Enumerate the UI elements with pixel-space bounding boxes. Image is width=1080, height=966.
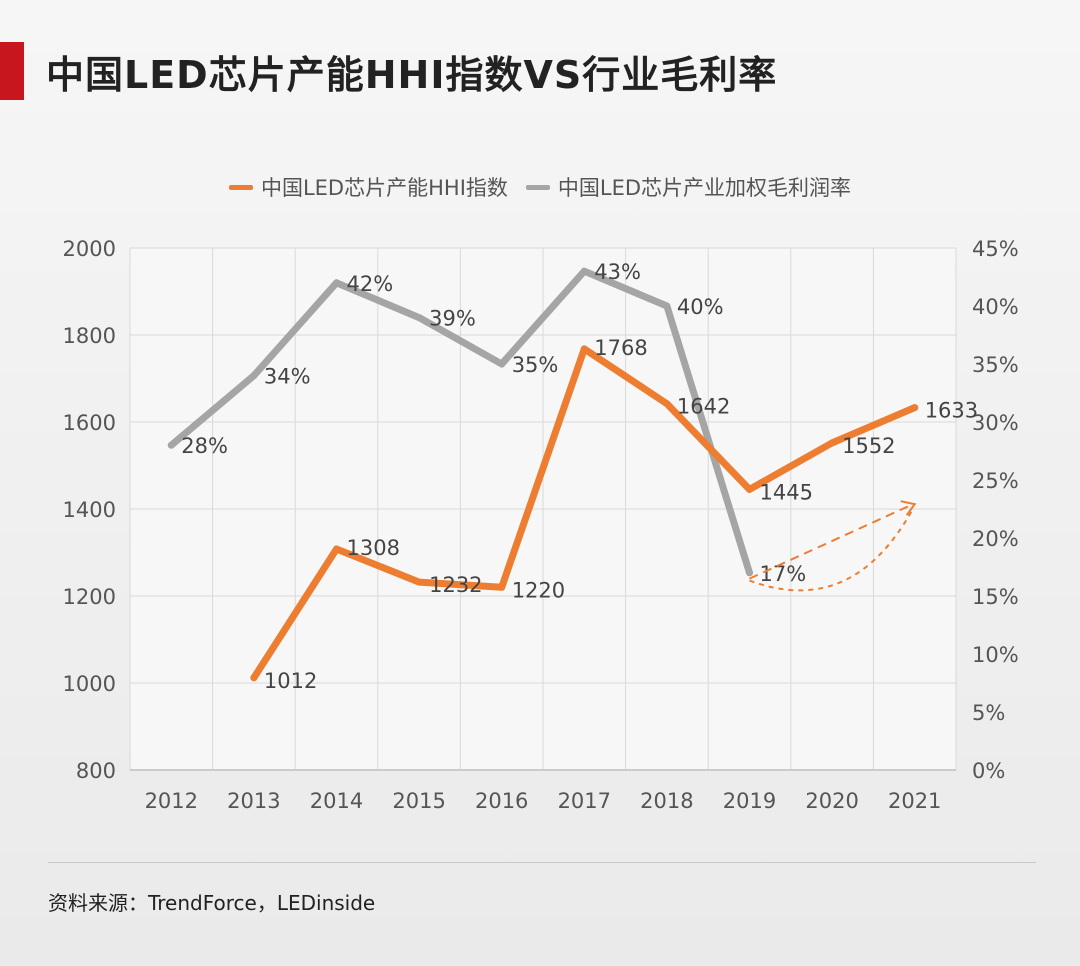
data-point-hhi xyxy=(746,485,753,493)
y-right-tick-label: 5% xyxy=(972,701,1005,725)
legend-label-hhi: 中国LED芯片产能HHI指数 xyxy=(260,176,508,200)
x-tick-label: 2012 xyxy=(145,789,198,813)
data-point-hhi xyxy=(333,545,340,553)
data-point-hhi xyxy=(828,439,836,447)
y-right-tick-label: 40% xyxy=(972,295,1019,319)
x-tick-label: 2014 xyxy=(310,789,363,813)
legend-label-margin: 中国LED芯片产业加权毛利润率 xyxy=(557,176,852,200)
data-point-margin xyxy=(746,569,753,577)
data-point-margin xyxy=(498,360,506,368)
data-point-margin xyxy=(580,267,588,275)
annotation-arrow-curved xyxy=(749,508,914,592)
chart-legend: 中国LED芯片产能HHI指数 中国LED芯片产业加权毛利润率 xyxy=(0,172,1080,202)
y-right-tick-label: 35% xyxy=(972,353,1019,377)
y-right-tick-label: 25% xyxy=(972,469,1019,493)
annotation-arrowhead xyxy=(900,500,917,516)
footer-divider xyxy=(48,862,1036,863)
legend-item-margin: 中国LED芯片产业加权毛利润率 xyxy=(525,172,852,202)
title-accent-bar xyxy=(0,42,24,100)
x-tick-label: 2016 xyxy=(475,789,528,813)
data-point-margin xyxy=(250,372,258,380)
data-point-margin xyxy=(663,302,671,310)
series-line-margin xyxy=(167,267,753,577)
data-label-margin: 28% xyxy=(181,434,228,458)
data-label-margin: 40% xyxy=(677,295,724,319)
x-tick-label: 2015 xyxy=(392,789,445,813)
legend-swatch-hhi xyxy=(228,184,253,190)
y-left-tick-label: 2000 xyxy=(63,237,116,261)
data-label-margin: 17% xyxy=(760,562,807,586)
data-point-margin xyxy=(415,314,423,322)
page-title: 中国LED芯片产能HHI指数VS行业毛利率 xyxy=(46,53,778,97)
data-label-hhi: 1552 xyxy=(842,434,895,458)
y-right-tick-label: 30% xyxy=(972,411,1019,435)
y-right-tick-label: 15% xyxy=(972,585,1019,609)
data-label-hhi: 1232 xyxy=(429,573,482,597)
y-left-tick-label: 1600 xyxy=(63,411,116,435)
data-point-hhi xyxy=(498,583,506,591)
y-right-tick-label: 20% xyxy=(972,527,1019,551)
x-tick-label: 2019 xyxy=(723,789,776,813)
data-label-hhi: 1220 xyxy=(512,578,565,602)
data-point-hhi xyxy=(415,578,423,586)
y-right-tick-label: 10% xyxy=(972,643,1019,667)
data-point-hhi xyxy=(911,404,919,412)
y-left-tick-label: 1200 xyxy=(63,585,116,609)
data-label-hhi: 1633 xyxy=(925,399,978,423)
source-note: 资料来源：TrendForce，LEDinside xyxy=(48,891,376,915)
y-left-tick-label: 1800 xyxy=(63,324,116,348)
data-label-hhi: 1308 xyxy=(347,536,400,560)
data-label-hhi: 1445 xyxy=(760,480,813,504)
x-tick-label: 2018 xyxy=(640,789,693,813)
data-label-hhi: 1768 xyxy=(594,336,647,360)
y-left-tick-label: 1400 xyxy=(63,498,116,522)
data-label-margin: 39% xyxy=(429,307,476,331)
y-right-tick-label: 45% xyxy=(972,237,1019,261)
y-right-tick-label: 0% xyxy=(972,759,1005,783)
data-label-margin: 43% xyxy=(594,260,641,284)
x-tick-label: 2020 xyxy=(805,789,858,813)
data-label-hhi: 1012 xyxy=(264,669,317,693)
y-left-tick-label: 1000 xyxy=(63,672,116,696)
x-tick-label: 2017 xyxy=(558,789,611,813)
y-left-tick-label: 800 xyxy=(76,759,116,783)
legend-item-hhi: 中国LED芯片产能HHI指数 xyxy=(228,172,508,202)
data-point-margin xyxy=(333,279,340,287)
x-tick-label: 2013 xyxy=(227,789,280,813)
data-label-margin: 42% xyxy=(347,272,394,296)
data-label-margin: 35% xyxy=(512,353,559,377)
legend-swatch-margin xyxy=(525,184,550,190)
data-label-hhi: 1642 xyxy=(677,395,730,419)
data-point-margin xyxy=(167,441,175,449)
data-label-margin: 34% xyxy=(264,365,311,389)
data-point-hhi xyxy=(580,345,588,353)
x-tick-label: 2021 xyxy=(888,789,941,813)
data-point-hhi xyxy=(250,674,258,682)
data-point-hhi xyxy=(663,400,671,408)
